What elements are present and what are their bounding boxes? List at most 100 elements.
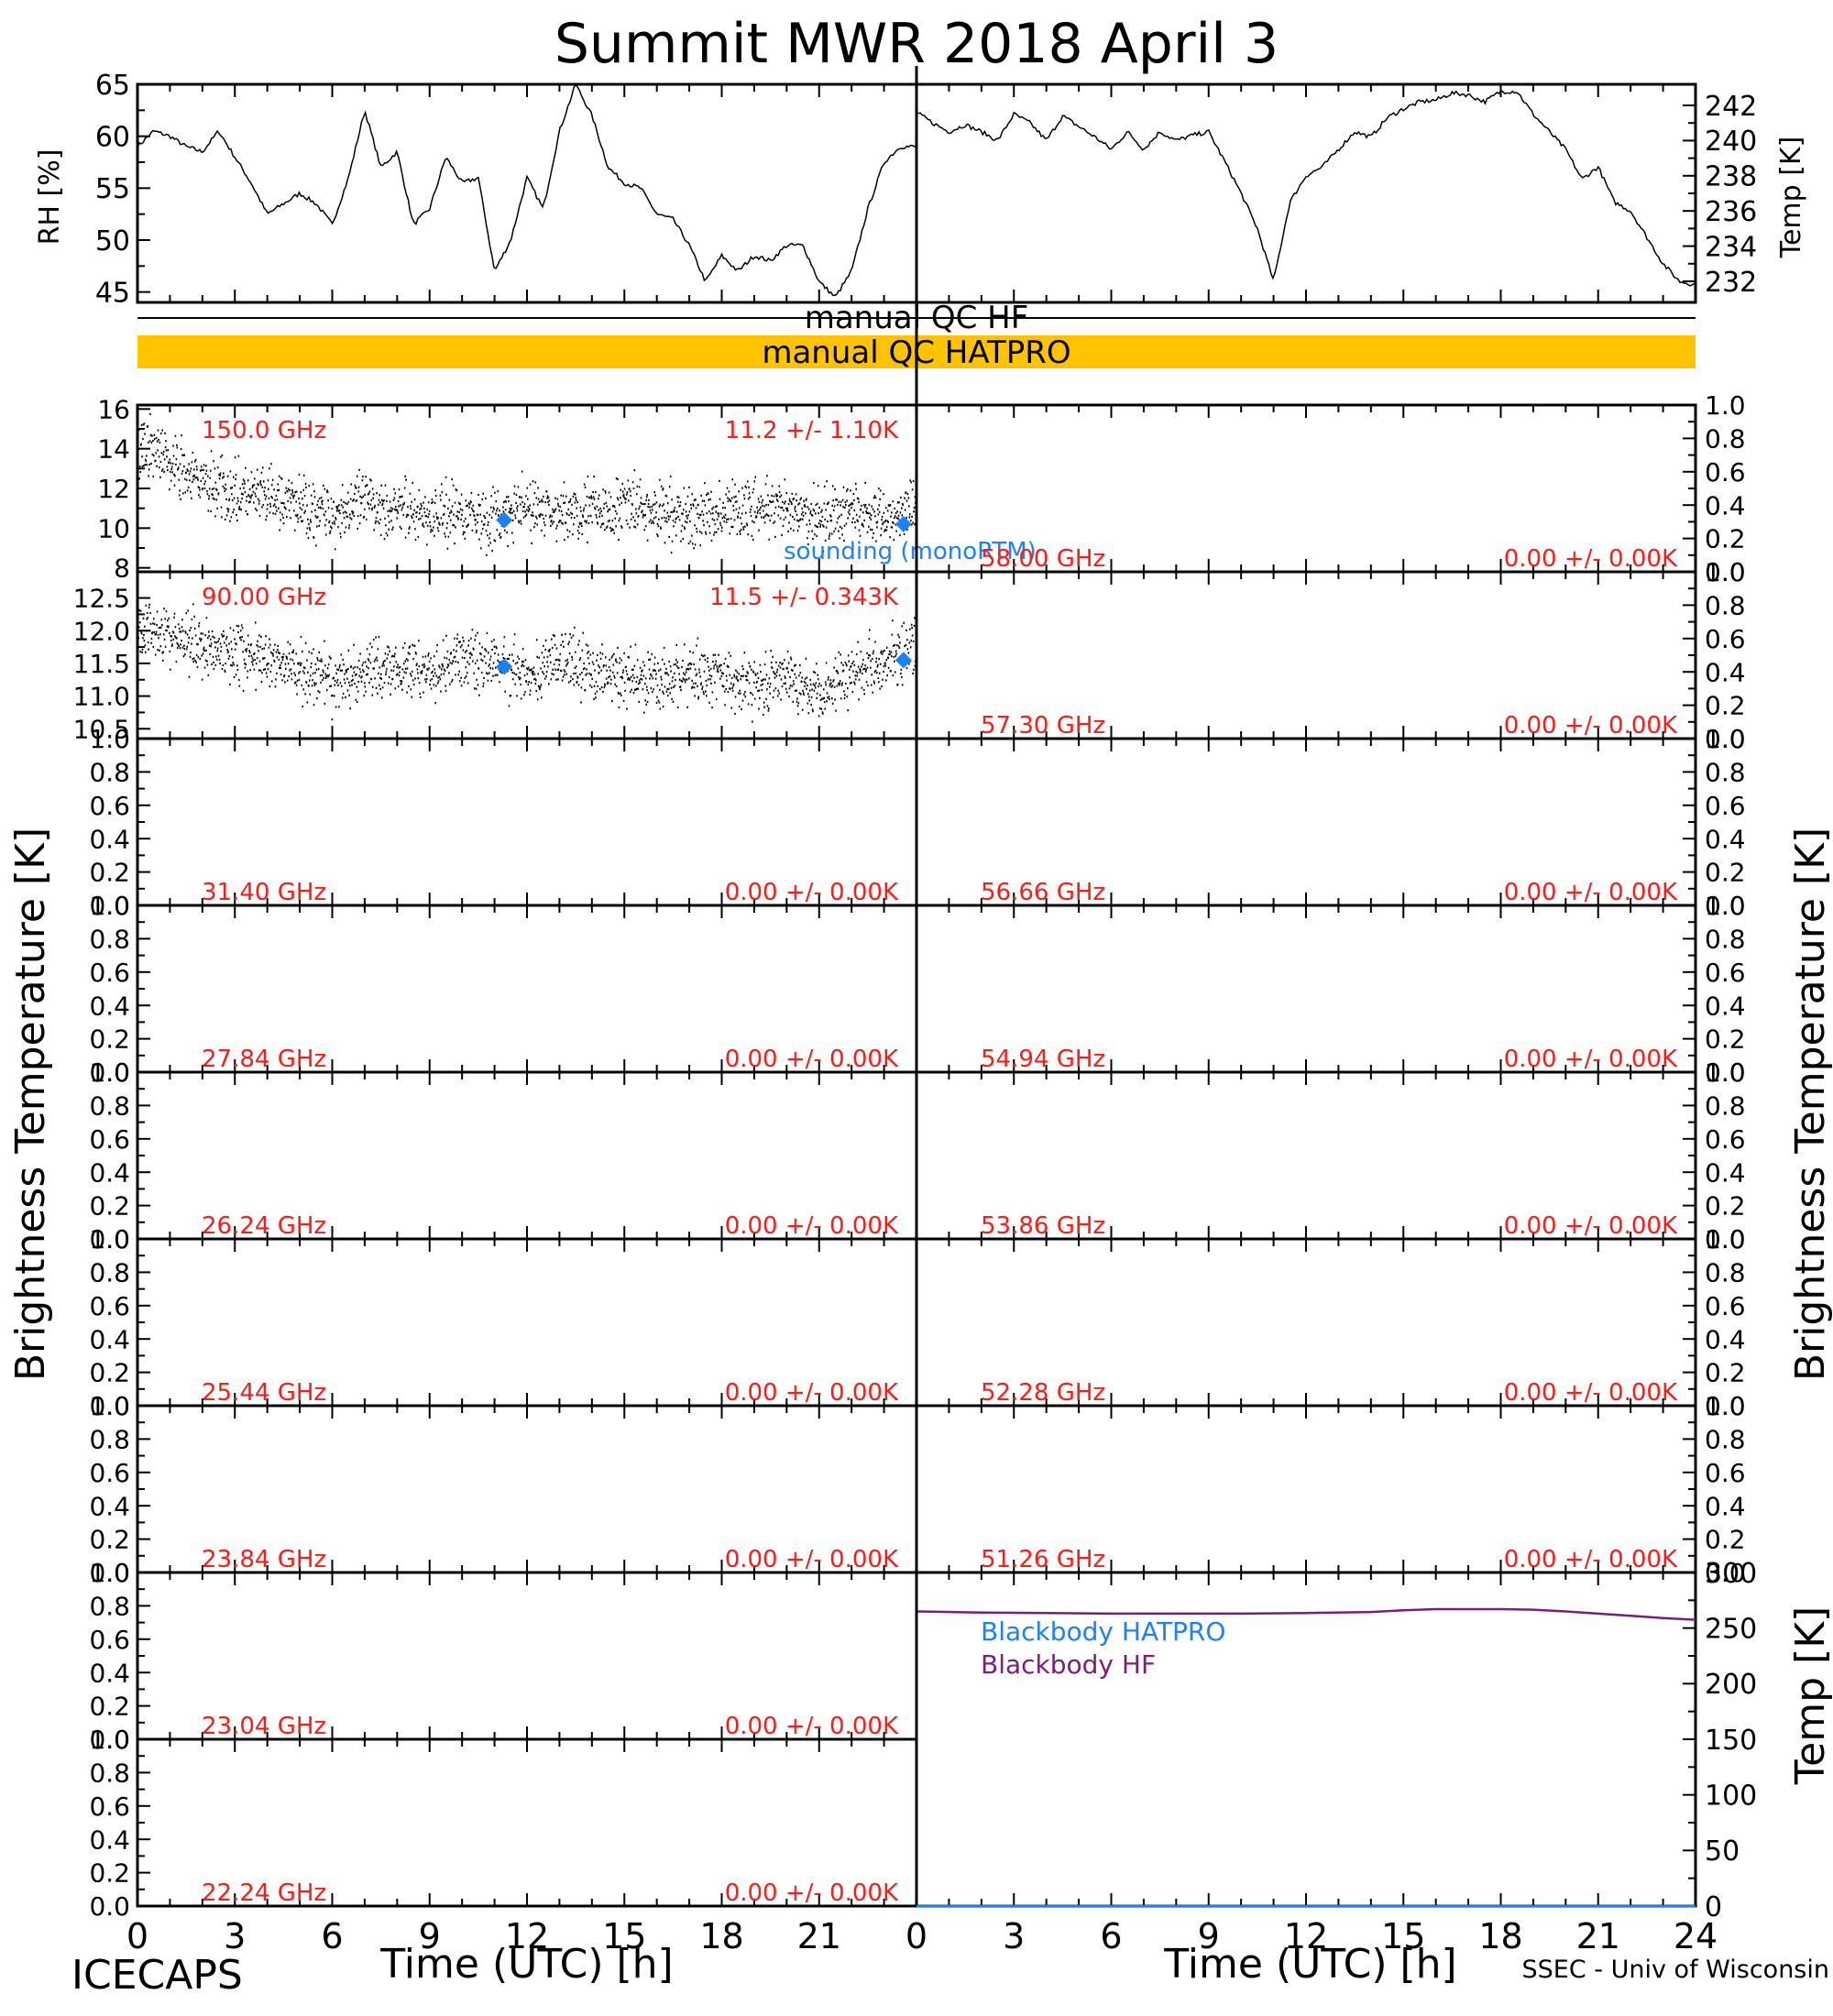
data-point — [499, 681, 500, 684]
data-point — [554, 508, 557, 510]
data-point — [719, 479, 720, 482]
data-point — [183, 644, 185, 647]
data-point — [170, 635, 172, 638]
data-point — [159, 460, 162, 464]
data-point — [686, 521, 688, 524]
data-point — [672, 510, 674, 513]
data-point — [627, 655, 630, 658]
data-point — [890, 515, 892, 518]
data-point — [344, 673, 346, 675]
data-point — [540, 500, 543, 503]
data-point — [365, 674, 368, 676]
y-tick-label: 0.8 — [89, 1591, 130, 1621]
data-point — [676, 500, 679, 503]
data-point — [258, 650, 259, 652]
data-point — [251, 494, 253, 497]
data-point — [760, 495, 763, 498]
data-point — [667, 687, 670, 690]
data-point — [587, 475, 589, 478]
data-point — [834, 698, 836, 701]
data-point — [324, 533, 327, 536]
data-point — [839, 515, 840, 518]
data-point — [872, 508, 874, 510]
data-point — [311, 510, 313, 513]
data-point — [911, 488, 914, 491]
data-point — [594, 692, 597, 696]
data-point — [565, 664, 567, 667]
data-point — [474, 519, 476, 521]
data-point — [274, 512, 277, 515]
data-point — [357, 659, 360, 663]
data-point — [774, 672, 775, 674]
data-point — [210, 645, 212, 648]
data-point — [218, 658, 221, 662]
data-point — [840, 500, 842, 503]
data-point — [368, 667, 369, 670]
data-point — [850, 489, 851, 492]
data-point — [692, 504, 695, 507]
data-point — [576, 530, 579, 532]
data-point — [908, 663, 910, 665]
panel-51-26-GHz-y-ticks: 0.00.20.40.60.81.0 — [1683, 1391, 1746, 1588]
data-point — [254, 477, 256, 480]
data-point — [301, 520, 302, 522]
data-point — [438, 664, 440, 667]
data-point — [143, 633, 145, 637]
data-point — [553, 663, 555, 666]
data-point — [675, 643, 677, 646]
data-point — [164, 446, 167, 449]
data-point — [814, 672, 817, 674]
data-point — [873, 680, 875, 683]
data-point — [847, 654, 850, 657]
data-point — [217, 654, 220, 657]
data-point — [615, 525, 617, 528]
y-tick-label: 0.6 — [1705, 791, 1746, 821]
data-point — [741, 522, 742, 525]
data-point — [870, 518, 873, 520]
panel-22-24-GHz-x-ticks — [137, 1739, 917, 1906]
data-point — [287, 641, 289, 643]
data-point — [166, 455, 168, 458]
data-point — [423, 511, 426, 514]
data-point — [534, 481, 537, 484]
data-point — [630, 675, 632, 678]
data-point — [343, 678, 346, 681]
data-point — [534, 682, 537, 685]
data-point — [869, 629, 871, 631]
data-point — [715, 531, 718, 533]
data-point — [675, 517, 677, 520]
data-point — [477, 503, 480, 506]
data-point — [799, 519, 801, 521]
data-point — [515, 501, 517, 504]
data-point — [906, 528, 908, 531]
data-point — [802, 510, 804, 514]
data-point — [376, 492, 378, 495]
data-point — [303, 666, 306, 670]
data-point — [717, 668, 719, 671]
data-point — [414, 538, 417, 541]
data-point — [574, 501, 576, 504]
data-point — [683, 526, 686, 529]
data-point — [578, 521, 581, 524]
data-point — [145, 651, 147, 653]
data-point — [274, 685, 277, 688]
data-point — [327, 499, 329, 502]
data-point — [886, 674, 888, 677]
data-point — [687, 514, 689, 517]
data-point — [618, 520, 620, 522]
data-point — [518, 521, 521, 524]
data-point — [342, 692, 345, 696]
data-point — [822, 550, 825, 553]
data-point — [474, 662, 477, 664]
data-point — [711, 707, 713, 709]
data-point — [906, 648, 909, 651]
data-point — [177, 623, 180, 626]
data-point — [265, 519, 267, 521]
data-point — [812, 683, 815, 685]
data-point — [561, 513, 564, 517]
data-point — [777, 514, 779, 517]
data-point — [846, 499, 849, 502]
y-tick-label: 0.8 — [1705, 757, 1746, 787]
data-point — [242, 478, 245, 481]
data-point — [150, 442, 153, 444]
